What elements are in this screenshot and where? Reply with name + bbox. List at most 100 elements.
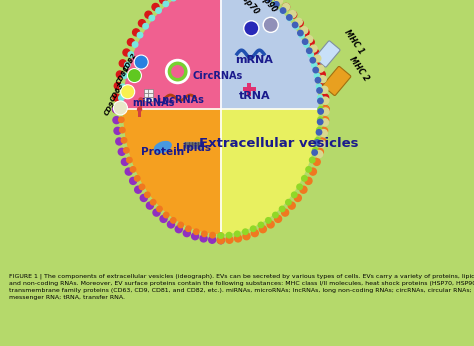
Circle shape xyxy=(166,60,189,83)
Circle shape xyxy=(307,39,314,46)
Circle shape xyxy=(123,49,130,56)
Circle shape xyxy=(128,69,141,83)
Polygon shape xyxy=(221,109,318,234)
Circle shape xyxy=(209,236,216,243)
Circle shape xyxy=(320,82,328,89)
Circle shape xyxy=(149,15,155,21)
Circle shape xyxy=(317,65,324,72)
Text: Lipids: Lipids xyxy=(175,143,210,153)
FancyBboxPatch shape xyxy=(315,41,340,67)
Circle shape xyxy=(306,167,311,172)
Circle shape xyxy=(263,17,278,33)
Circle shape xyxy=(314,73,320,79)
Circle shape xyxy=(118,95,124,101)
Circle shape xyxy=(130,167,136,172)
Circle shape xyxy=(121,85,135,99)
Bar xyxy=(184,142,202,147)
Circle shape xyxy=(287,15,292,20)
Circle shape xyxy=(171,218,176,223)
Circle shape xyxy=(302,39,308,44)
Text: CD63: CD63 xyxy=(109,81,125,102)
Circle shape xyxy=(298,30,303,36)
FancyBboxPatch shape xyxy=(148,98,153,101)
Circle shape xyxy=(146,202,154,209)
Circle shape xyxy=(314,140,320,145)
Circle shape xyxy=(318,117,323,122)
Circle shape xyxy=(320,130,327,137)
Bar xyxy=(140,100,142,108)
Circle shape xyxy=(138,20,146,27)
Circle shape xyxy=(315,60,322,67)
Circle shape xyxy=(315,138,320,143)
Circle shape xyxy=(314,55,321,62)
Circle shape xyxy=(295,18,302,25)
Circle shape xyxy=(322,117,328,124)
Circle shape xyxy=(310,168,317,175)
Circle shape xyxy=(321,86,328,93)
Circle shape xyxy=(250,226,256,231)
Circle shape xyxy=(322,97,329,104)
Circle shape xyxy=(320,127,328,134)
Circle shape xyxy=(145,192,150,198)
Circle shape xyxy=(113,101,128,115)
Circle shape xyxy=(164,212,169,218)
Circle shape xyxy=(118,148,125,155)
Text: FIGURE 1 | The components of extracellular vesicles (ideograph). EVs can be secr: FIGURE 1 | The components of extracellul… xyxy=(9,273,474,300)
Circle shape xyxy=(310,157,315,163)
Ellipse shape xyxy=(154,141,172,153)
Text: CD81: CD81 xyxy=(116,65,131,86)
Circle shape xyxy=(114,82,121,89)
Circle shape xyxy=(265,218,271,223)
Circle shape xyxy=(316,129,322,135)
Circle shape xyxy=(119,60,126,67)
Circle shape xyxy=(315,78,321,83)
Text: miRNAs: miRNAs xyxy=(132,98,174,108)
Circle shape xyxy=(175,226,182,233)
Circle shape xyxy=(286,200,291,205)
Polygon shape xyxy=(221,0,318,109)
FancyBboxPatch shape xyxy=(144,98,148,101)
Circle shape xyxy=(218,233,224,238)
Circle shape xyxy=(310,57,316,63)
Circle shape xyxy=(217,237,224,244)
Circle shape xyxy=(171,65,184,78)
Circle shape xyxy=(128,52,134,57)
Text: CD82: CD82 xyxy=(123,52,138,73)
Circle shape xyxy=(304,42,309,47)
Circle shape xyxy=(243,229,248,235)
Circle shape xyxy=(243,233,250,240)
Circle shape xyxy=(143,24,148,29)
Circle shape xyxy=(113,117,120,124)
Circle shape xyxy=(273,1,279,7)
Text: CircRNAs: CircRNAs xyxy=(192,71,243,81)
Bar xyxy=(247,83,251,95)
Circle shape xyxy=(307,48,312,53)
Circle shape xyxy=(283,3,290,10)
Circle shape xyxy=(299,32,304,38)
Circle shape xyxy=(226,236,233,243)
Circle shape xyxy=(308,52,313,57)
Circle shape xyxy=(138,97,144,102)
Circle shape xyxy=(296,20,303,27)
Circle shape xyxy=(302,29,309,36)
Circle shape xyxy=(292,192,297,198)
Circle shape xyxy=(273,2,279,7)
Circle shape xyxy=(312,148,318,153)
Circle shape xyxy=(322,106,329,113)
Circle shape xyxy=(116,138,123,145)
Circle shape xyxy=(321,94,328,101)
Circle shape xyxy=(322,106,329,113)
Circle shape xyxy=(317,88,322,93)
Circle shape xyxy=(319,76,326,83)
Circle shape xyxy=(160,0,167,3)
Circle shape xyxy=(293,24,299,29)
Circle shape xyxy=(280,8,286,13)
FancyBboxPatch shape xyxy=(144,89,148,93)
Circle shape xyxy=(113,106,119,113)
Circle shape xyxy=(218,233,224,238)
Circle shape xyxy=(145,11,152,18)
Text: mRNA: mRNA xyxy=(236,55,273,65)
Circle shape xyxy=(150,200,156,205)
Circle shape xyxy=(275,0,282,3)
Circle shape xyxy=(288,202,295,209)
